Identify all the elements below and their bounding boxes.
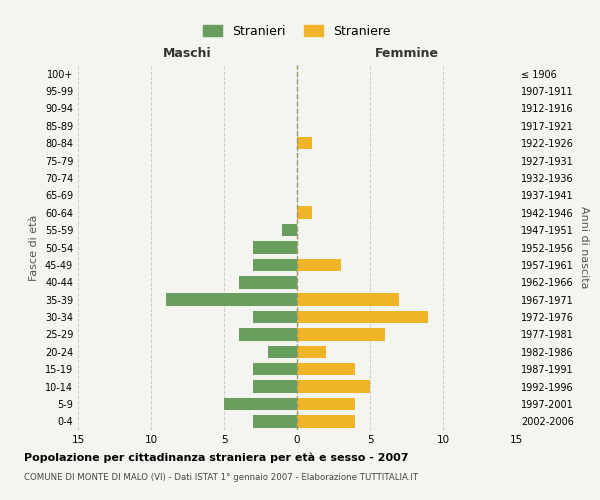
Bar	[253, 380, 297, 393]
Bar	[166, 294, 297, 306]
Bar	[239, 328, 297, 340]
Bar	[297, 137, 311, 149]
Bar	[253, 241, 297, 254]
Bar	[297, 258, 341, 271]
Bar	[297, 346, 326, 358]
Bar	[297, 311, 428, 324]
Bar	[297, 380, 370, 393]
Y-axis label: Fasce di età: Fasce di età	[29, 214, 39, 280]
Bar	[253, 363, 297, 376]
Bar	[268, 346, 297, 358]
Bar	[239, 276, 297, 288]
Bar	[253, 258, 297, 271]
Bar	[253, 415, 297, 428]
Bar	[297, 294, 399, 306]
Bar	[297, 398, 355, 410]
Text: Popolazione per cittadinanza straniera per età e sesso - 2007: Popolazione per cittadinanza straniera p…	[24, 452, 409, 463]
Bar	[297, 206, 311, 219]
Y-axis label: Anni di nascita: Anni di nascita	[579, 206, 589, 289]
Bar	[224, 398, 297, 410]
Text: COMUNE DI MONTE DI MALO (VI) - Dati ISTAT 1° gennaio 2007 - Elaborazione TUTTITA: COMUNE DI MONTE DI MALO (VI) - Dati ISTA…	[24, 472, 418, 482]
Text: Maschi: Maschi	[163, 47, 212, 60]
Text: Femmine: Femmine	[374, 47, 439, 60]
Bar	[283, 224, 297, 236]
Bar	[297, 328, 385, 340]
Legend: Stranieri, Straniere: Stranieri, Straniere	[199, 20, 395, 43]
Bar	[297, 363, 355, 376]
Bar	[253, 311, 297, 324]
Bar	[297, 415, 355, 428]
